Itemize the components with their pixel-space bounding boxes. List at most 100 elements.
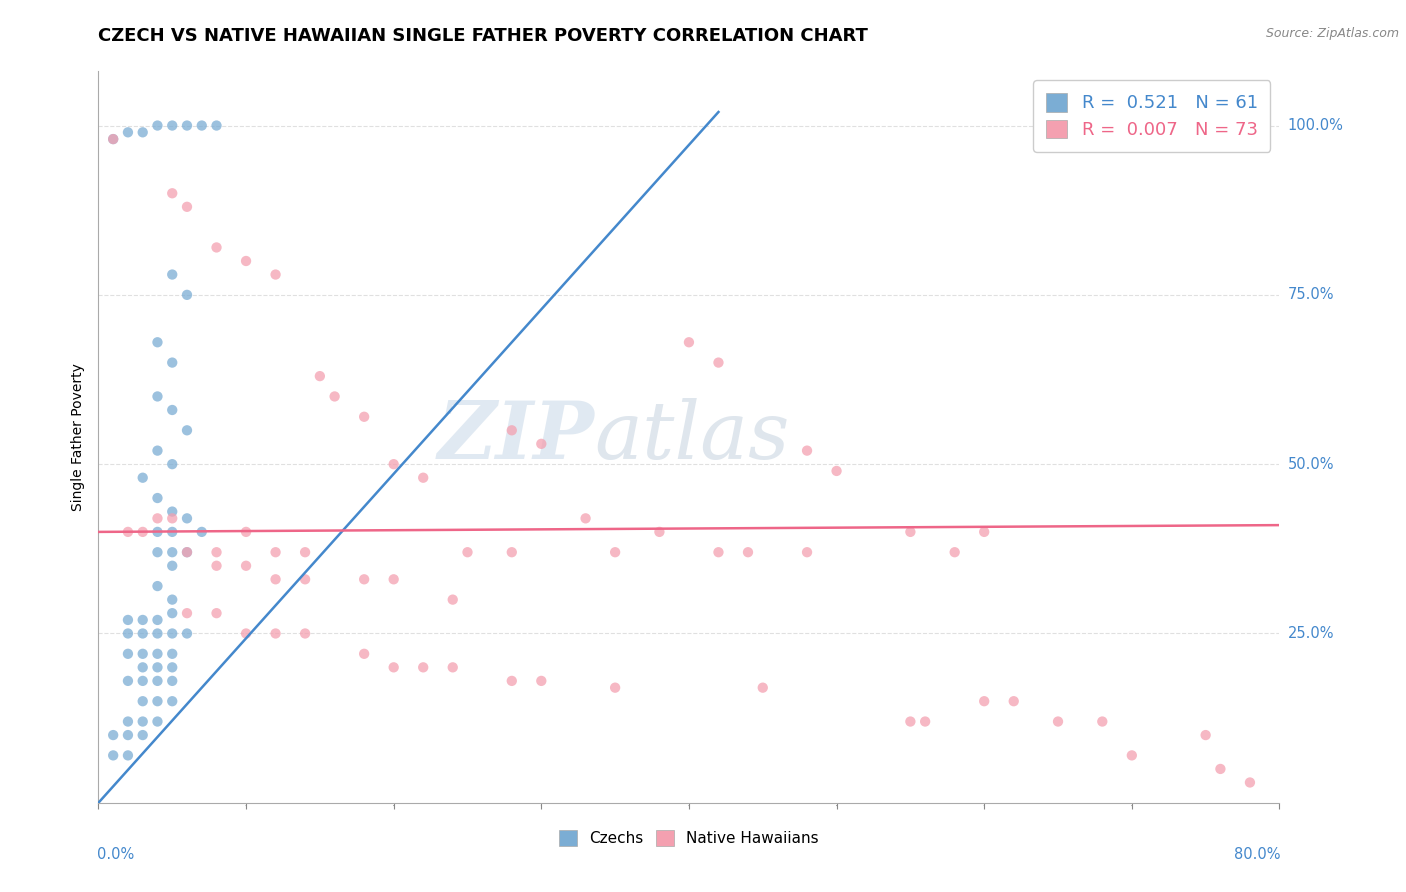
Point	[382, 660, 405, 674]
Point	[752, 681, 775, 695]
Point	[162, 660, 183, 674]
Point	[235, 626, 257, 640]
Point	[176, 200, 198, 214]
Point	[264, 545, 287, 559]
Point	[441, 660, 464, 674]
Point	[146, 491, 169, 505]
Point	[146, 660, 169, 674]
Text: ZIP: ZIP	[437, 399, 595, 475]
Point	[162, 524, 183, 539]
Point	[132, 524, 155, 539]
Point	[309, 369, 332, 384]
Point	[235, 558, 257, 573]
Point	[176, 119, 198, 133]
Point	[132, 694, 155, 708]
Point	[264, 572, 287, 586]
Point	[205, 240, 228, 254]
Point	[176, 511, 198, 525]
Point	[205, 119, 228, 133]
Point	[530, 437, 553, 451]
Point	[117, 524, 139, 539]
Point	[412, 471, 434, 485]
Point	[678, 335, 700, 350]
Point	[117, 714, 139, 729]
Point	[117, 728, 139, 742]
Point	[117, 613, 139, 627]
Legend: Czechs, Native Hawaiians: Czechs, Native Hawaiians	[551, 822, 827, 854]
Point	[162, 694, 183, 708]
Point	[353, 647, 375, 661]
Point	[264, 626, 287, 640]
Point	[900, 524, 922, 539]
Point	[162, 355, 183, 369]
Point	[353, 572, 375, 586]
Point	[501, 673, 523, 688]
Point	[205, 606, 228, 620]
Point	[1002, 694, 1025, 708]
Point	[737, 545, 759, 559]
Text: atlas: atlas	[595, 399, 790, 475]
Point	[648, 524, 671, 539]
Point	[146, 511, 169, 525]
Point	[146, 579, 169, 593]
Point	[146, 694, 169, 708]
Point	[382, 457, 405, 471]
Point	[146, 613, 169, 627]
Point	[162, 592, 183, 607]
Point	[162, 457, 183, 471]
Point	[162, 673, 183, 688]
Point	[605, 681, 627, 695]
Point	[132, 125, 155, 139]
Point	[235, 524, 257, 539]
Point	[117, 647, 139, 661]
Point	[501, 423, 523, 437]
Point	[146, 524, 169, 539]
Point	[162, 505, 183, 519]
Text: 75.0%: 75.0%	[1288, 287, 1334, 302]
Point	[1195, 728, 1218, 742]
Point	[796, 545, 818, 559]
Point	[796, 443, 818, 458]
Point	[1121, 748, 1143, 763]
Point	[103, 132, 125, 146]
Point	[176, 545, 198, 559]
Point	[162, 186, 183, 201]
Point	[1091, 714, 1114, 729]
Point	[162, 511, 183, 525]
Point	[323, 389, 346, 403]
Point	[176, 288, 198, 302]
Point	[943, 545, 966, 559]
Point	[117, 748, 139, 763]
Point	[132, 673, 155, 688]
Point	[162, 606, 183, 620]
Point	[205, 545, 228, 559]
Point	[146, 389, 169, 403]
Point	[146, 647, 169, 661]
Point	[117, 626, 139, 640]
Point	[825, 464, 848, 478]
Point	[117, 125, 139, 139]
Point	[132, 471, 155, 485]
Text: 50.0%: 50.0%	[1288, 457, 1334, 472]
Point	[1209, 762, 1232, 776]
Point	[146, 626, 169, 640]
Point	[176, 606, 198, 620]
Point	[707, 545, 730, 559]
Point	[162, 558, 183, 573]
Point	[162, 647, 183, 661]
Point	[294, 545, 316, 559]
Text: 80.0%: 80.0%	[1234, 847, 1281, 862]
Text: 100.0%: 100.0%	[1288, 118, 1344, 133]
Text: 0.0%: 0.0%	[97, 847, 135, 862]
Point	[191, 119, 214, 133]
Y-axis label: Single Father Poverty: Single Father Poverty	[70, 363, 84, 511]
Point	[103, 728, 125, 742]
Point	[176, 626, 198, 640]
Point	[914, 714, 936, 729]
Point	[146, 673, 169, 688]
Point	[132, 613, 155, 627]
Point	[103, 132, 125, 146]
Text: CZECH VS NATIVE HAWAIIAN SINGLE FATHER POVERTY CORRELATION CHART: CZECH VS NATIVE HAWAIIAN SINGLE FATHER P…	[98, 27, 869, 45]
Point	[132, 647, 155, 661]
Point	[235, 254, 257, 268]
